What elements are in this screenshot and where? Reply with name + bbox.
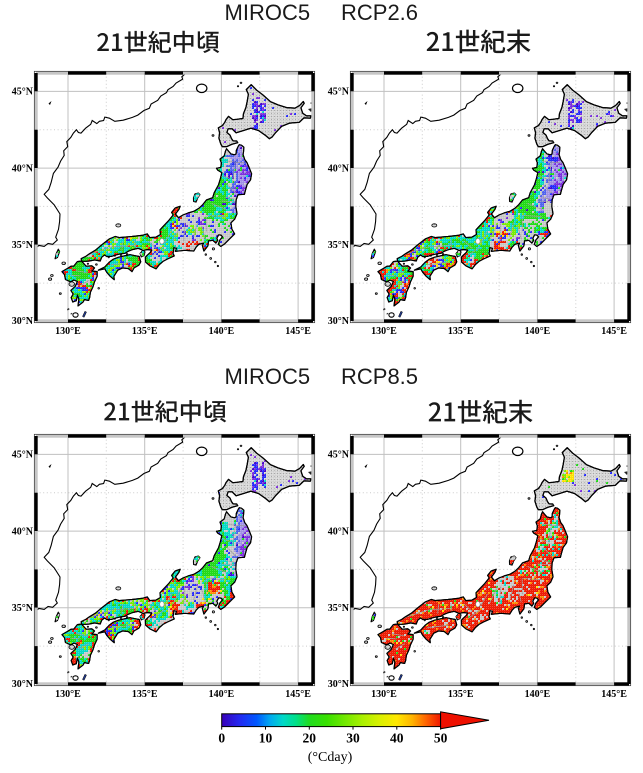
svg-text:0: 0: [218, 731, 225, 746]
svg-text:35°N: 35°N: [12, 603, 34, 614]
svg-text:140°E: 140°E: [525, 689, 551, 700]
svg-text:MIROC5: MIROC5: [225, 364, 311, 389]
svg-text:30°N: 30°N: [12, 316, 34, 327]
svg-text:130°E: 130°E: [55, 326, 81, 337]
svg-text:RCP8.5: RCP8.5: [341, 364, 418, 389]
svg-text:145°E: 145°E: [285, 689, 311, 700]
svg-text:130°E: 130°E: [371, 326, 397, 337]
svg-text:135°E: 135°E: [448, 326, 474, 337]
svg-text:MIROC5: MIROC5: [225, 0, 311, 25]
svg-text:45°N: 45°N: [12, 450, 34, 461]
svg-text:130°E: 130°E: [371, 689, 397, 700]
svg-text:30: 30: [346, 731, 360, 746]
svg-text:45°N: 45°N: [328, 450, 350, 461]
svg-text:145°E: 145°E: [601, 326, 627, 337]
svg-text:40°N: 40°N: [328, 163, 350, 174]
svg-text:30°N: 30°N: [328, 679, 350, 690]
svg-text:130°E: 130°E: [55, 689, 81, 700]
svg-text:135°E: 135°E: [132, 326, 158, 337]
svg-text:145°E: 145°E: [285, 326, 311, 337]
svg-text:30°N: 30°N: [12, 679, 34, 690]
svg-text:50: 50: [434, 731, 448, 746]
svg-text:35°N: 35°N: [328, 603, 350, 614]
svg-text:40°N: 40°N: [12, 526, 34, 537]
svg-text:140°E: 140°E: [209, 326, 235, 337]
svg-text:20: 20: [303, 731, 317, 746]
svg-text:RCP2.6: RCP2.6: [341, 0, 418, 25]
svg-text:10: 10: [259, 731, 273, 746]
svg-text:140°E: 140°E: [209, 689, 235, 700]
svg-text:35°N: 35°N: [12, 240, 34, 251]
svg-text:45°N: 45°N: [12, 87, 34, 98]
svg-text:40°N: 40°N: [12, 163, 34, 174]
svg-text:30°N: 30°N: [328, 316, 350, 327]
svg-text:35°N: 35°N: [328, 240, 350, 251]
svg-text:(°Cday): (°Cday): [308, 750, 353, 765]
svg-text:45°N: 45°N: [328, 87, 350, 98]
svg-text:140°E: 140°E: [525, 326, 551, 337]
svg-text:145°E: 145°E: [601, 689, 627, 700]
svg-text:40: 40: [390, 731, 404, 746]
svg-text:135°E: 135°E: [448, 689, 474, 700]
svg-text:40°N: 40°N: [328, 526, 350, 537]
svg-text:135°E: 135°E: [132, 689, 158, 700]
